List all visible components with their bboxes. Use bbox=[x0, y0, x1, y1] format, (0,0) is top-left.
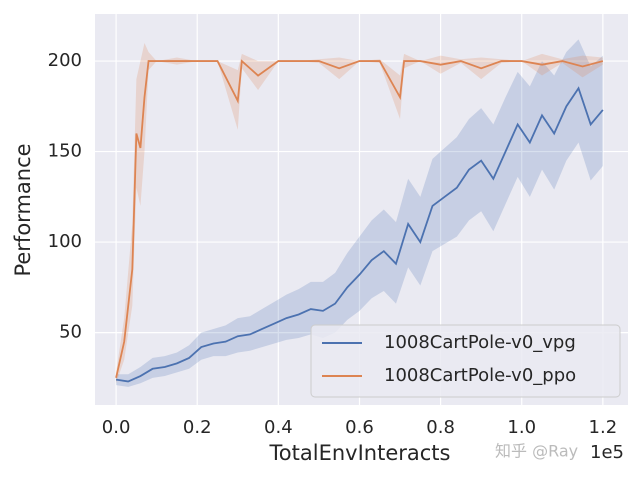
legend-label: 1008CartPole-v0_vpg bbox=[384, 332, 576, 353]
confidence-band bbox=[116, 39, 603, 387]
x-tick-label: 0.6 bbox=[345, 417, 374, 438]
x-axis-label: TotalEnvInteracts bbox=[269, 441, 451, 465]
y-tick-label: 200 bbox=[48, 50, 82, 71]
y-tick-label: 150 bbox=[48, 141, 82, 162]
watermark: 知乎 @Ray bbox=[495, 442, 578, 461]
x-tick-label: 0.0 bbox=[102, 417, 131, 438]
marks bbox=[115, 39, 604, 387]
x-tick-label: 0.8 bbox=[426, 417, 455, 438]
y-axis-label: Performance bbox=[11, 143, 35, 276]
legend: 1008CartPole-v0_vpg 1008CartPole-v0_ppo bbox=[310, 324, 621, 398]
x-tick-label: 1.2 bbox=[589, 417, 618, 438]
series-line bbox=[115, 59, 604, 379]
x-offset: 1e5 bbox=[590, 442, 624, 463]
x-tick-label: 0.2 bbox=[183, 417, 212, 438]
legend-label: 1008CartPole-v0_ppo bbox=[384, 365, 576, 386]
y-tick-label: 50 bbox=[59, 322, 82, 343]
confidence-band bbox=[116, 42, 603, 384]
series-line bbox=[115, 86, 604, 383]
x-tick-label: 0.4 bbox=[264, 417, 293, 438]
legend-box bbox=[310, 324, 621, 398]
x-tick-label: 1.0 bbox=[507, 417, 536, 438]
y-tick-label: 100 bbox=[48, 231, 82, 252]
